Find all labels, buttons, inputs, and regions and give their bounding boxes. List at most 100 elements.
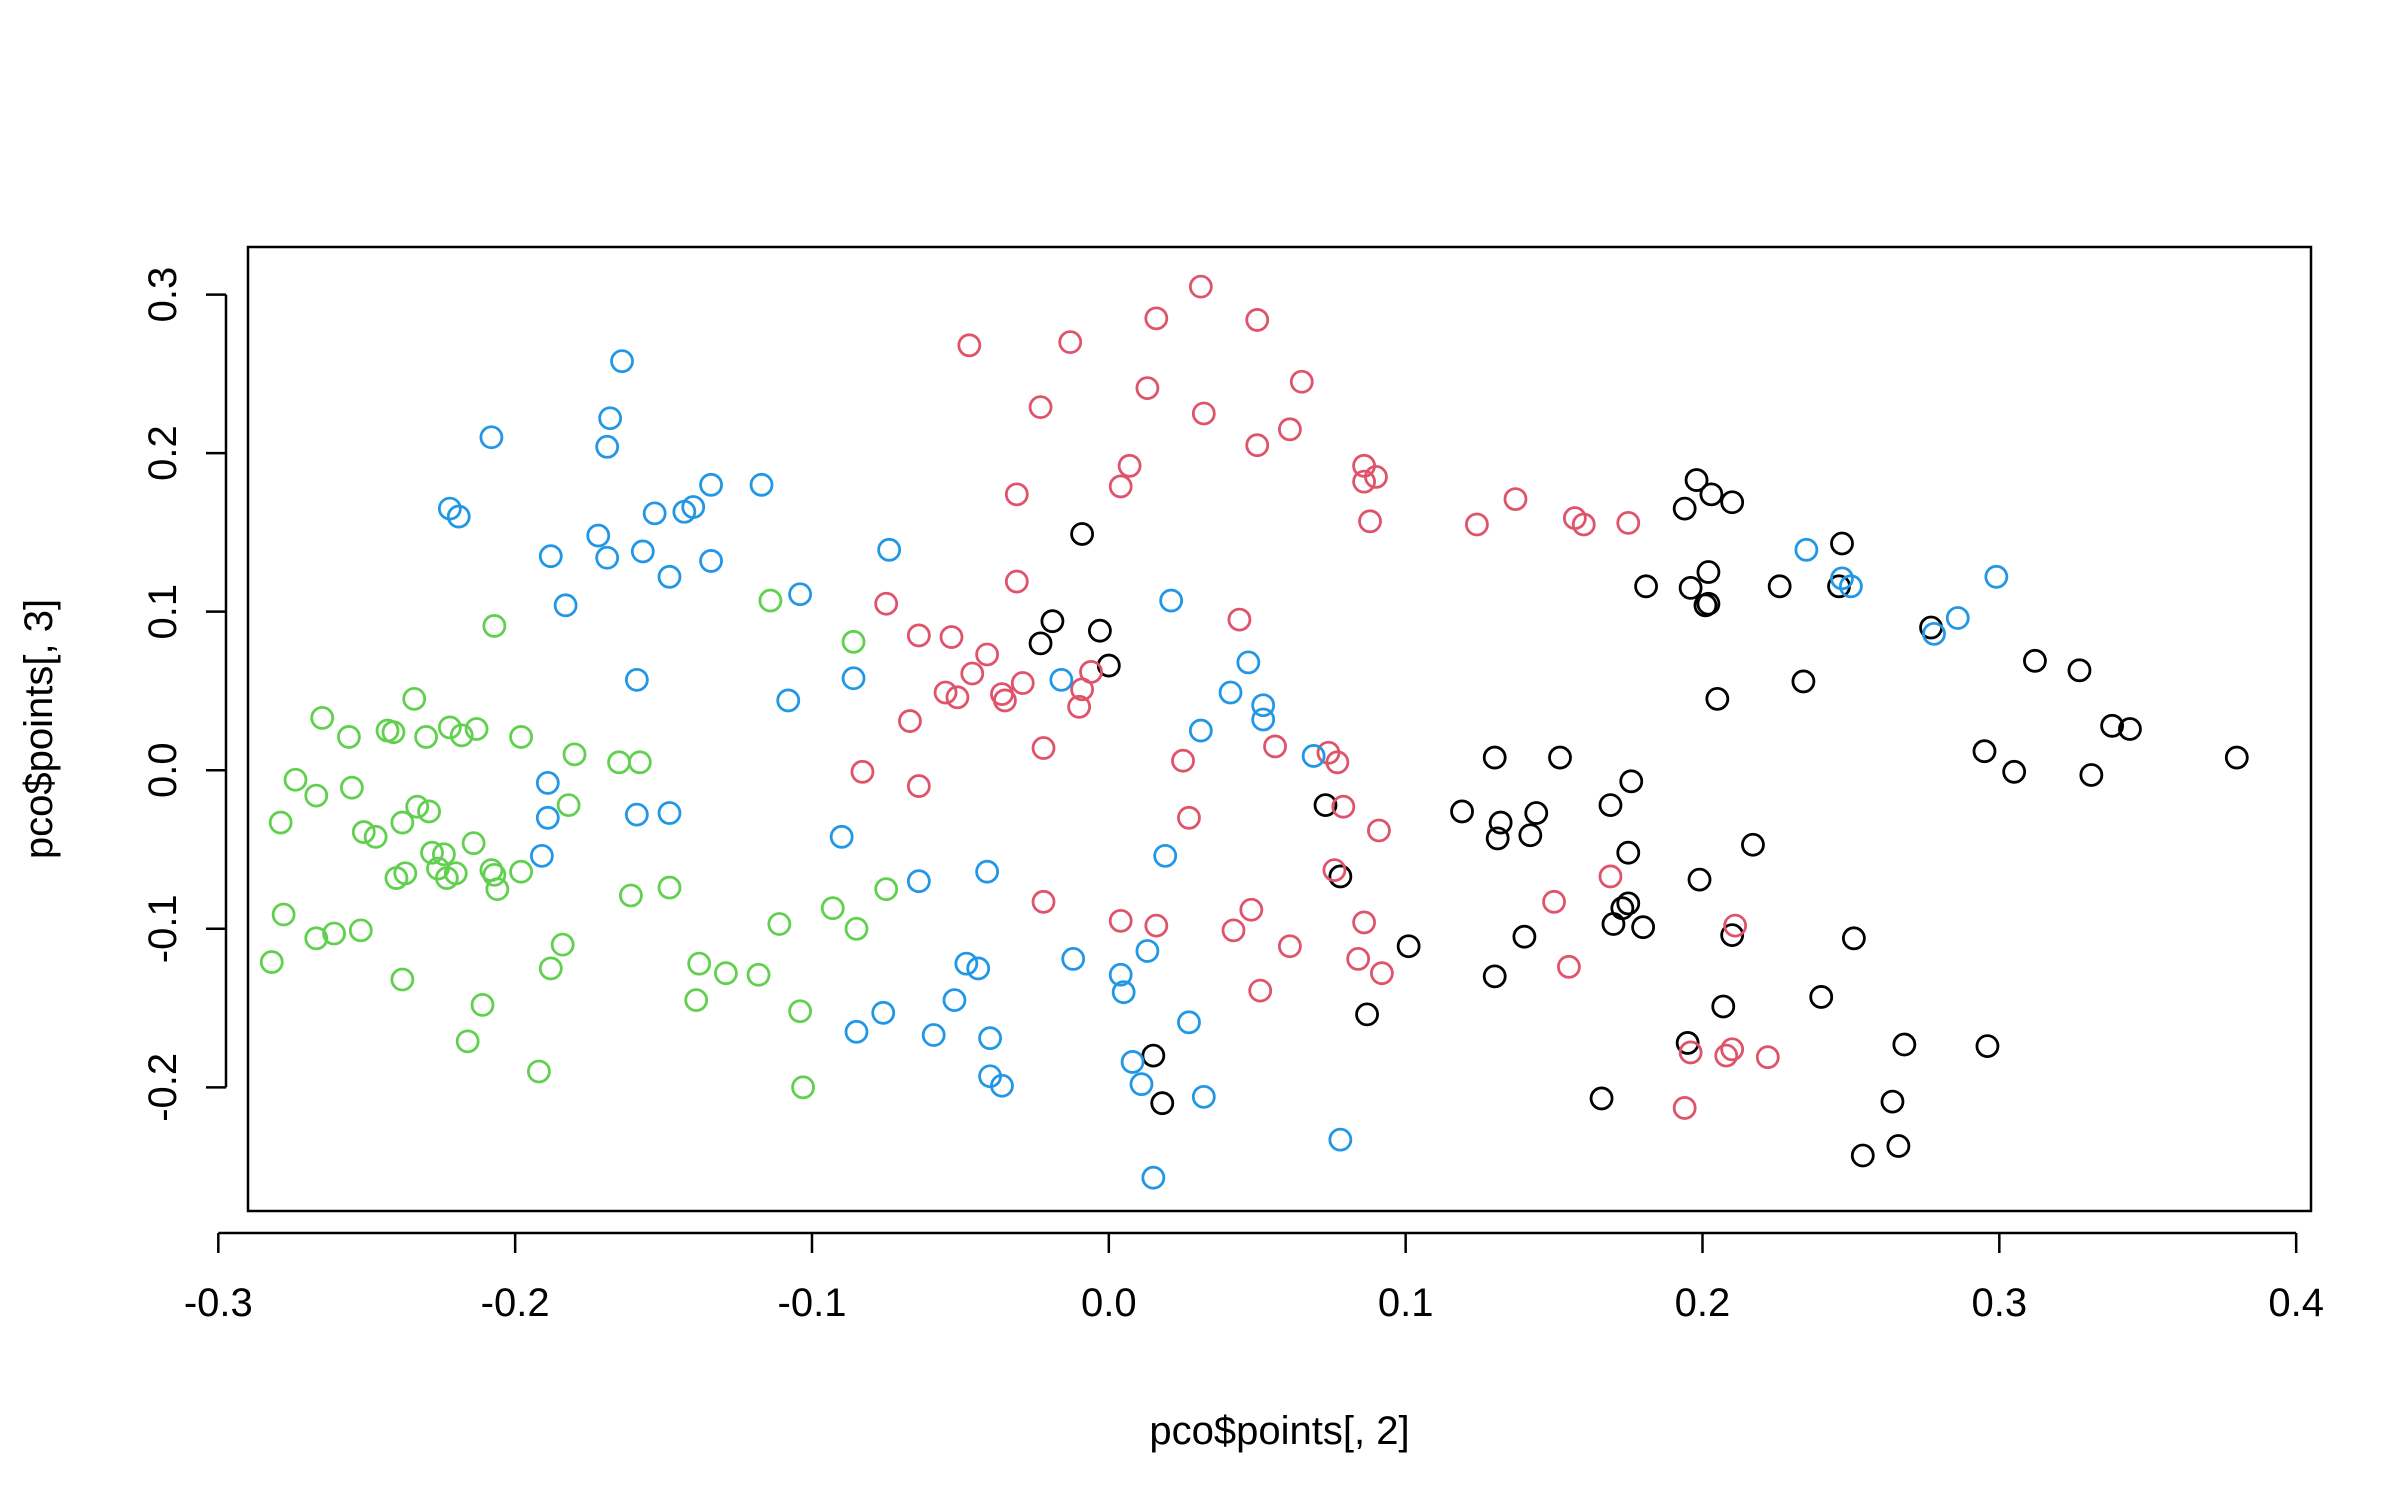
data-point (1696, 560, 1721, 584)
data-point (1058, 330, 1083, 355)
data-point (1542, 889, 1566, 914)
data-point (1485, 826, 1510, 851)
data-point (509, 859, 533, 884)
data-point (898, 709, 922, 733)
data-point (1117, 453, 1142, 478)
data-point (957, 333, 982, 358)
data-point (1699, 482, 1724, 507)
data-point (1791, 669, 1816, 694)
data-point (699, 549, 723, 573)
data-point (595, 545, 620, 570)
data-point (1301, 744, 1326, 768)
data-point (960, 661, 985, 686)
data-point (1610, 896, 1635, 921)
data-point (535, 771, 560, 795)
data-point (874, 591, 899, 616)
data-point (390, 810, 415, 835)
data-point (1028, 631, 1053, 656)
data-point (1067, 694, 1092, 719)
data-point (1135, 939, 1160, 963)
data-point (455, 1029, 480, 1054)
data-point (1079, 660, 1103, 684)
data-point (1841, 926, 1866, 951)
data-point (1141, 1165, 1166, 1190)
data-point (1239, 897, 1264, 922)
data-point (339, 775, 364, 800)
data-point (1684, 468, 1709, 492)
data-point (1601, 912, 1626, 936)
data-point (1135, 376, 1160, 401)
data-point (681, 495, 706, 519)
data-point (871, 1000, 896, 1025)
data-point (417, 799, 441, 824)
data-point (1370, 961, 1394, 986)
data-point (1031, 889, 1056, 914)
data-point (1061, 947, 1086, 971)
data-point (405, 794, 430, 819)
data-point (1159, 588, 1184, 613)
plot-frame (246, 245, 2313, 1213)
data-point (1263, 734, 1287, 759)
data-point (1049, 667, 1074, 692)
data-point (610, 349, 634, 374)
data-point (607, 750, 631, 775)
data-point (1004, 569, 1029, 594)
data-point (1171, 748, 1195, 773)
data-point (1945, 606, 1970, 630)
data-point (945, 685, 970, 710)
data-point (1678, 1040, 1703, 1065)
data-point (1571, 512, 1596, 537)
data-point (1598, 864, 1623, 889)
data-point (1177, 1010, 1201, 1035)
data-point (1794, 537, 1819, 562)
data-point (657, 875, 682, 900)
data-point (2079, 763, 2104, 787)
data-point (758, 588, 783, 613)
data-point (820, 896, 845, 921)
data-point (449, 723, 474, 748)
data-point (1705, 686, 1730, 711)
data-point (259, 950, 284, 974)
data-point (556, 793, 581, 818)
data-point (1767, 574, 1792, 599)
data-point (990, 1073, 1014, 1098)
data-point (746, 962, 771, 987)
data-point (1218, 680, 1243, 705)
data-point (1464, 512, 1489, 537)
data-point (1331, 794, 1356, 819)
data-point (1616, 891, 1641, 916)
data-point (1839, 574, 1863, 599)
data-point (1450, 799, 1474, 824)
x-tick-label: -0.2 (481, 1281, 550, 1325)
data-point (268, 810, 293, 835)
data-point (420, 840, 444, 865)
x-tick-label: -0.3 (184, 1281, 253, 1325)
data-point (526, 1059, 551, 1084)
data-point (1755, 1045, 1780, 1070)
data-point (550, 932, 575, 957)
x-axis: -0.3 -0.2 -0.1 0.0 0.1 0.2 0.3 0.4 (184, 1231, 2324, 1325)
data-point (791, 1075, 815, 1100)
data-point (2224, 745, 2249, 770)
data-point (1922, 621, 1946, 646)
data-point (464, 717, 489, 741)
data-point (1672, 1096, 1697, 1120)
data-point (714, 961, 738, 986)
data-point (1141, 1043, 1166, 1068)
data-point (553, 593, 578, 618)
data-point (1040, 609, 1065, 634)
data-point (1028, 395, 1053, 420)
data-point (1108, 962, 1133, 987)
data-point (933, 680, 958, 705)
data-point (1518, 823, 1543, 848)
y-tick-label: 0.2 (141, 425, 185, 481)
data-point (304, 926, 329, 951)
data-point (1188, 274, 1213, 299)
data-point (1524, 801, 1549, 825)
data-point (1088, 618, 1112, 643)
x-tick-label: 0.4 (2268, 1281, 2324, 1325)
data-point (1245, 433, 1270, 458)
data-point (1352, 910, 1376, 935)
data-point (921, 1023, 946, 1047)
